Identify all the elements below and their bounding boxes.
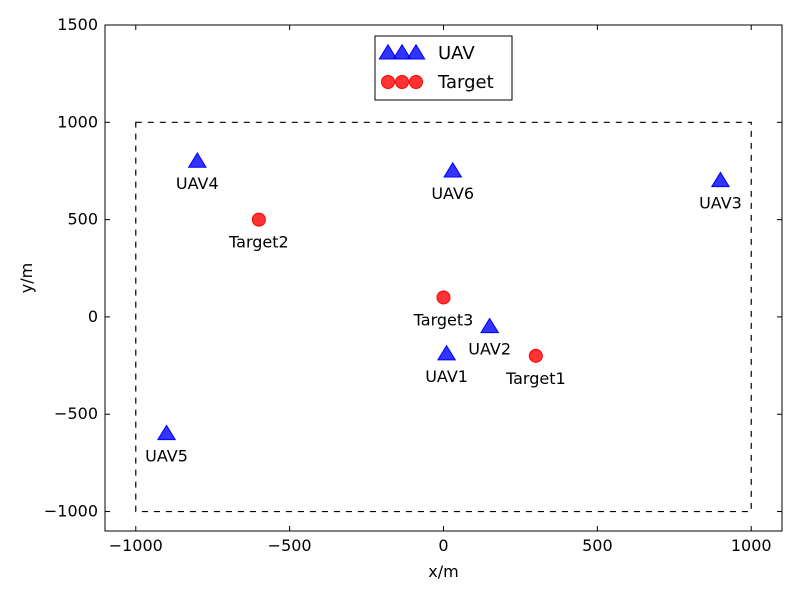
y-tick-label: 0 (88, 307, 98, 326)
annotation-uav1: UAV1 (425, 367, 468, 386)
y-tick-label: −1000 (44, 502, 98, 521)
x-tick-label: 1000 (731, 536, 772, 555)
y-tick-label: 1500 (57, 15, 98, 34)
annotation-target3: Target3 (413, 310, 474, 329)
annotation-uav3: UAV3 (699, 194, 742, 213)
x-axis-label: x/m (428, 562, 458, 581)
legend-label-uav: UAV (438, 43, 475, 64)
annotation-uav4: UAV4 (176, 174, 219, 193)
x-tick-label: 500 (582, 536, 613, 555)
y-tick-label: 500 (67, 210, 98, 229)
legend-marker-target (381, 75, 395, 89)
point-target1 (528, 348, 543, 363)
legend-marker-uav (406, 43, 426, 60)
boundary-dashed-rect (135, 121, 752, 513)
annotation-uav2: UAV2 (468, 340, 511, 359)
legend-box (374, 35, 513, 101)
point-uav4 (187, 152, 207, 168)
point-uav2 (480, 317, 500, 334)
annotation-target2: Target2 (228, 233, 289, 252)
point-uav5 (156, 424, 177, 441)
annotation-target1: Target1 (505, 369, 566, 388)
point-uav3 (710, 171, 731, 188)
x-tick-label: −500 (268, 536, 312, 555)
y-tick-label: 1000 (57, 112, 98, 131)
legend: UAV Target (374, 35, 513, 101)
legend-marker-target (395, 75, 409, 89)
point-uav1 (437, 344, 457, 361)
y-axis-label: y/m (17, 263, 36, 293)
legend-label-target: Target (437, 72, 494, 93)
annotation-uav5: UAV5 (145, 447, 188, 466)
annotation-uav6: UAV6 (431, 184, 474, 203)
legend-marker-uav (392, 43, 412, 60)
point-target2 (251, 212, 266, 227)
x-tick-label: 0 (438, 536, 448, 555)
point-uav6 (443, 161, 463, 178)
x-tick-label: −1000 (109, 536, 163, 555)
point-target3 (436, 290, 451, 305)
y-tick-label: −500 (54, 404, 98, 423)
legend-marker-uav (378, 43, 398, 60)
legend-marker-target (409, 75, 423, 89)
